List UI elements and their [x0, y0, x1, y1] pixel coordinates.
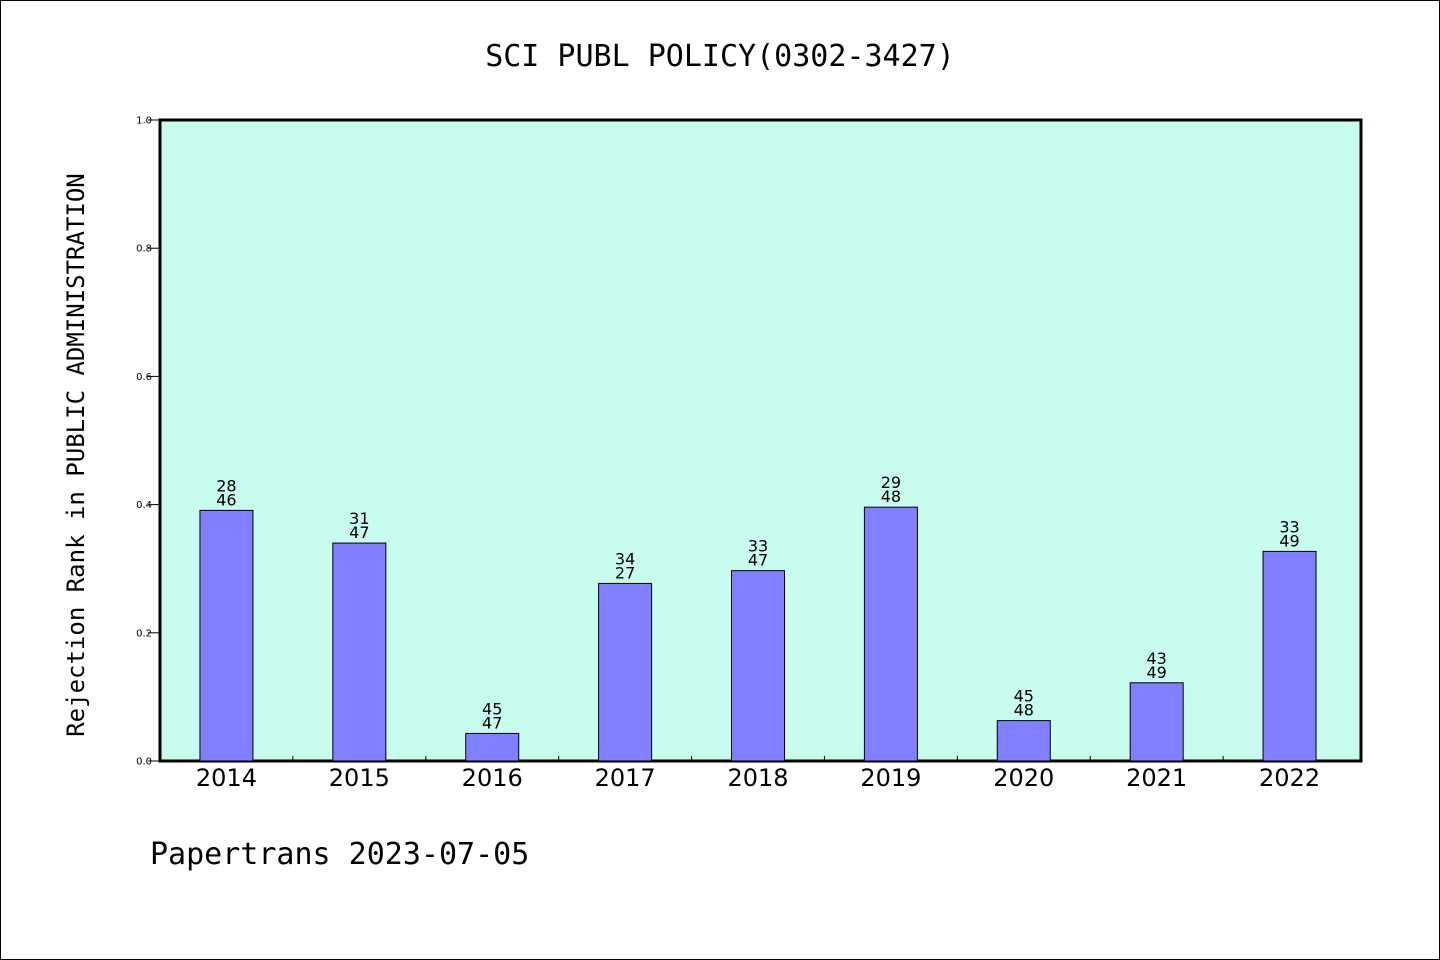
bar-2014	[199, 509, 254, 762]
bar-2015	[332, 542, 387, 762]
x-tick-label: 2014	[196, 764, 257, 792]
x-tick-label: 2020	[993, 764, 1054, 792]
data-label-bottom: 48	[881, 487, 901, 506]
data-label-bottom: 47	[748, 551, 768, 570]
x-axis: 2014 2015 2016 2017 2018 2019 2020 2021 2022	[196, 756, 1320, 792]
data-label-top: 29	[881, 473, 901, 492]
data-label-top: 45	[482, 699, 502, 718]
data-label-bottom: 47	[349, 523, 369, 542]
chart-title: SCI PUBL POLICY(0302-3427)	[485, 39, 955, 74]
y-axis: 0.0 0.2 0.4 0.6 0.8 1.0	[136, 116, 160, 768]
data-label-top: 28	[216, 476, 236, 495]
x-tick-label: 2015	[329, 764, 390, 792]
x-tick-label: 2019	[860, 764, 921, 792]
x-tick-label: 2022	[1259, 764, 1320, 792]
y-tick-label: 0.8	[136, 244, 152, 255]
bar-2016	[465, 732, 520, 762]
bars	[199, 506, 1317, 762]
data-label-top: 33	[748, 537, 768, 556]
data-label-bottom: 49	[1279, 531, 1299, 550]
data-label-top: 43	[1146, 649, 1166, 668]
data-label-bottom: 48	[1014, 701, 1034, 720]
bar-2021	[1129, 682, 1184, 762]
x-tick-label: 2021	[1126, 764, 1187, 792]
data-label-top: 45	[1014, 687, 1034, 706]
x-tick-label: 2017	[595, 764, 656, 792]
bar-2017	[598, 582, 653, 762]
y-tick-label: 1.0	[136, 116, 152, 127]
data-label-bottom: 49	[1146, 663, 1166, 682]
bar-2018	[731, 570, 785, 762]
bar-2019	[863, 506, 918, 762]
data-label-top: 31	[349, 509, 369, 528]
x-tick-label: 2016	[462, 764, 523, 792]
data-label-bottom: 46	[216, 490, 236, 509]
data-label-top: 34	[615, 549, 635, 568]
bar-2020	[996, 720, 1051, 762]
y-tick-label: 0.2	[136, 628, 152, 639]
y-tick-label: 0.6	[136, 372, 152, 383]
data-label-bottom: 47	[482, 713, 502, 732]
footer-text: Papertrans 2023-07-05	[150, 837, 529, 872]
bar-2022	[1262, 550, 1317, 762]
x-tick-label: 2018	[727, 764, 788, 792]
y-tick-label: 0.4	[136, 500, 152, 511]
y-axis-label: Rejection Rank in PUBLIC ADMINISTRATION	[62, 173, 90, 737]
data-label-bottom: 27	[615, 563, 635, 582]
y-tick-label: 0.0	[136, 757, 152, 768]
data-label-top: 33	[1279, 517, 1299, 536]
